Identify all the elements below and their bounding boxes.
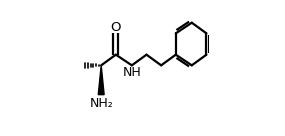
Text: NH: NH: [123, 66, 142, 79]
Text: O: O: [111, 21, 121, 34]
Polygon shape: [98, 65, 104, 95]
Text: NH₂: NH₂: [89, 98, 113, 110]
